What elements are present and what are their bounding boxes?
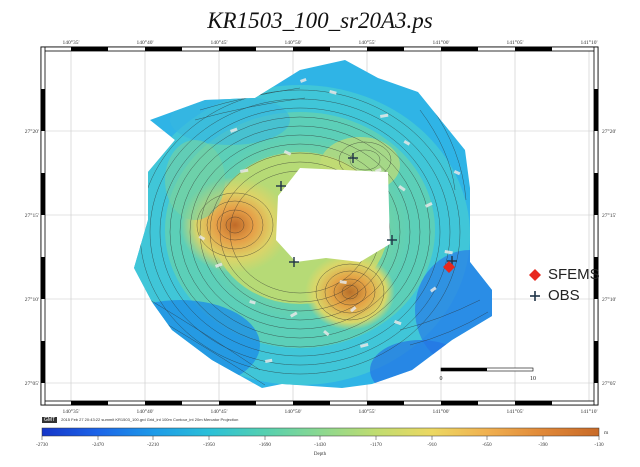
colorbar-tick: -1950 [203,443,215,448]
frame-border [40,46,599,406]
lon-tick-top: 140°50' [285,39,302,46]
lat-tick-left: 27°15' [25,212,39,219]
lon-tick-bottom: 140°55' [359,408,376,415]
obs-marker [348,153,358,163]
lon-tick-bottom: 141°00' [433,408,450,415]
colorbar-tick: -650 [482,443,492,448]
caption-text: 2015 Feb 27 20:43:22 summit KR1503_100.g… [61,417,239,422]
colorbar-tick: -2210 [147,443,159,448]
lon-tick-bottom: 141°10' [581,408,598,415]
lat-tick-right: 27°10' [602,296,616,303]
legend-item-obs: OBS [528,287,580,304]
lon-tick-bottom: 141°05' [507,408,524,415]
obs-markers [276,153,457,267]
lon-tick-top: 141°05' [507,39,524,46]
lat-tick-right: 27°20' [602,128,616,135]
gmt-logo: GMT [42,417,58,423]
colorbar-tick: -1170 [370,443,382,448]
red-diamond-icon [528,268,542,281]
lon-tick-top: 140°55' [359,39,376,46]
lat-tick-right: 27°15' [602,212,616,219]
colorbar-tick: -910 [427,443,437,448]
colorbar-tick: -130 [594,443,604,448]
map-title: KR1503_100_sr20A3.ps [207,8,433,33]
lat-tick-left: 27°10' [25,296,39,303]
lon-tick-bottom: 140°40' [137,408,154,415]
lat-tick-left: 27°05' [25,380,39,387]
survey-gap [276,168,390,262]
colorbar-tick: -2730 [36,443,48,448]
obs-marker [276,181,286,191]
colorbar-tick: -1690 [259,443,271,448]
lon-tick-top: 141°00' [433,39,450,46]
obs-marker [289,257,299,267]
lon-tick-top: 140°45' [211,39,228,46]
lat-tick-right: 27°05' [602,380,616,387]
scale-bar [440,367,534,372]
map-caption: GMT 2015 Feb 27 20:43:22 summit KR1503_10… [42,417,238,423]
colorbar-unit: m [604,430,609,436]
colorbar-label: Depth [314,452,327,457]
lon-tick-bottom: 140°45' [211,408,228,415]
obs-marker [387,235,397,245]
scale-bar-label: 0 [440,376,443,382]
colorbar-tick: -2470 [92,443,104,448]
legend-item-sfems: SFEMS [528,266,600,283]
lon-tick-top: 140°40' [137,39,154,46]
colorbar-tick: -1430 [314,443,326,448]
lon-tick-bottom: 140°35' [63,408,80,415]
lon-tick-top: 141°10' [581,39,598,46]
lon-tick-top: 140°35' [63,39,80,46]
sfems-marker [443,261,455,273]
lat-tick-left: 27°20' [25,128,39,135]
scale-bar-label: 10 [530,376,536,382]
legend-label: OBS [548,287,580,304]
colorbar-tick: -390 [538,443,548,448]
lon-tick-bottom: 140°50' [285,408,302,415]
cross-icon [528,290,542,302]
legend-label: SFEMS [548,266,600,283]
depth-colorbar [41,427,600,440]
